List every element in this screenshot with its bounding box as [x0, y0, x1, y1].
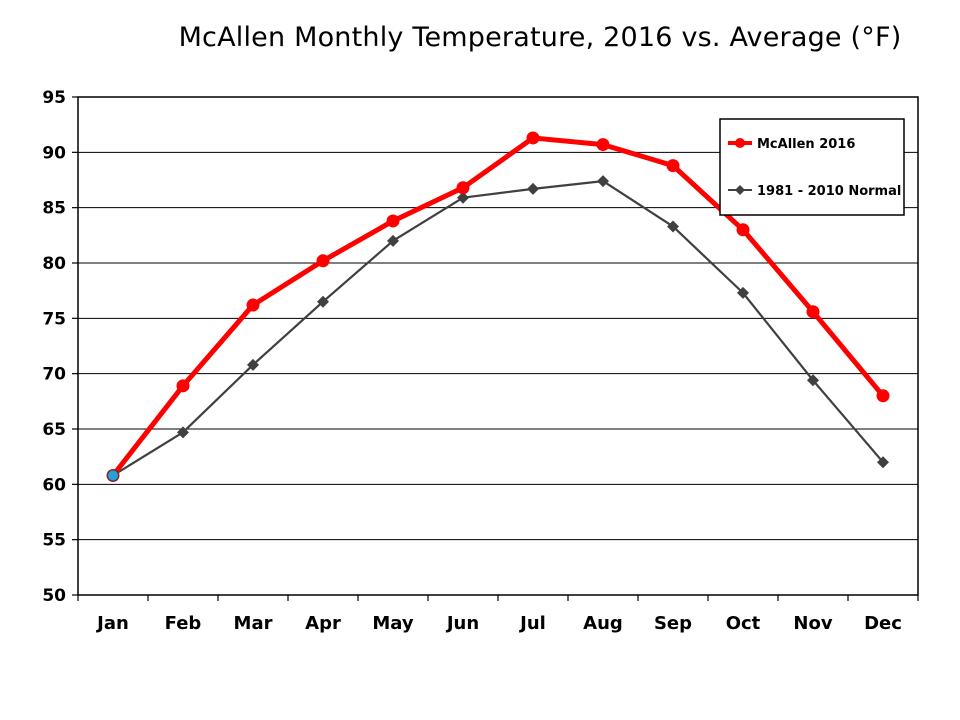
data-point [736, 223, 750, 237]
series-line [112, 180, 884, 477]
y-tick-label: 50 [42, 586, 66, 606]
data-point [667, 220, 679, 233]
x-tick-label: Mar [234, 613, 273, 634]
y-tick-label: 65 [42, 420, 66, 440]
data-point [247, 358, 259, 371]
legend-label: 1981 - 2010 Normal [757, 184, 901, 199]
y-tick-label: 75 [42, 309, 66, 329]
data-point [317, 295, 329, 308]
data-point [387, 234, 399, 247]
y-axis-ticks: 50 55 60 65 70 75 80 85 90 95 [42, 88, 78, 606]
chart-title: McAllen Monthly Temperature, 2016 vs. Av… [178, 22, 902, 53]
x-tick-label: Feb [165, 613, 202, 634]
data-point [876, 389, 890, 403]
data-point [666, 159, 680, 173]
data-point [457, 191, 469, 204]
x-tick-label: Oct [726, 613, 761, 634]
x-tick-label: Apr [305, 613, 341, 634]
series-normal [107, 175, 889, 482]
y-tick-label: 95 [42, 88, 66, 108]
y-tick-label: 70 [42, 365, 66, 385]
series [106, 131, 890, 482]
legend-label: McAllen 2016 [757, 137, 855, 152]
x-tick-label: Jul [518, 613, 546, 634]
y-tick-label: 55 [42, 531, 66, 551]
data-point [246, 298, 260, 312]
x-tick-label: Jan [95, 613, 129, 634]
series-line [111, 135, 885, 478]
data-point [596, 138, 610, 152]
data-point [806, 305, 820, 319]
y-tick-label: 80 [42, 254, 66, 274]
data-point [386, 214, 400, 228]
y-tick-label: 90 [42, 143, 66, 163]
data-point-overlap [107, 469, 119, 482]
legend-swatch-marker [735, 138, 745, 148]
y-tick-label: 85 [42, 199, 66, 219]
x-tick-label: Dec [864, 613, 902, 634]
data-point [176, 379, 190, 393]
data-point [527, 182, 539, 195]
data-point [526, 131, 540, 145]
data-point [597, 175, 609, 188]
data-point [737, 286, 749, 299]
data-point [316, 254, 330, 268]
data-point [807, 374, 819, 387]
x-tick-label: May [372, 613, 414, 634]
data-point [877, 456, 889, 469]
series-mcallen-2016 [106, 131, 890, 482]
data-point [456, 181, 470, 195]
x-tick-label: Nov [793, 613, 832, 634]
data-point [177, 426, 189, 439]
x-tick-label: Sep [654, 613, 692, 634]
y-tick-label: 60 [42, 475, 66, 495]
legend-box [719, 118, 905, 216]
x-tick-label: Jun [445, 613, 479, 634]
legend-swatch-marker [735, 185, 745, 195]
x-axis-ticks: Jan Feb Mar Apr May Jun Jul Aug Sep Oct Nov Dec [77, 595, 919, 634]
x-tick-label: Aug [583, 613, 623, 634]
legend: McAllen 2016 1981 - 2010 Normal [719, 118, 905, 216]
